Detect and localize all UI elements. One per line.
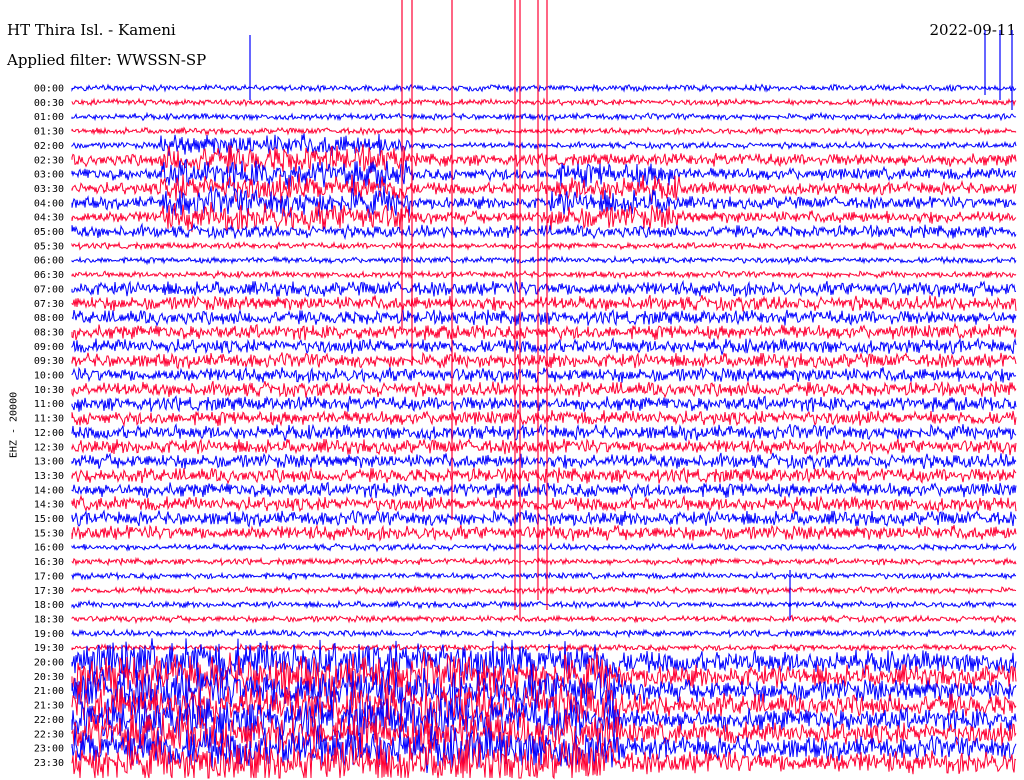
trace-line-1000 xyxy=(71,366,1017,384)
trace-line-0230 xyxy=(71,144,1017,175)
trace-line-0030 xyxy=(71,97,1017,108)
trace-line-1630 xyxy=(71,556,1017,567)
time-tick-label: 08:00 xyxy=(34,313,64,324)
time-tick-label: 13:00 xyxy=(34,457,64,468)
trace-line-0000 xyxy=(71,82,1017,93)
trace-line-1600 xyxy=(71,542,1017,553)
time-tick-label: 16:00 xyxy=(34,543,64,554)
trace-line-1500 xyxy=(71,509,1017,528)
trace-line-1100 xyxy=(71,395,1017,413)
trace-line-0530 xyxy=(71,240,1017,251)
trace-line-1800 xyxy=(71,599,1017,610)
time-tick-label: 05:00 xyxy=(34,227,64,238)
time-tick-label: 17:00 xyxy=(34,571,64,582)
time-tick-label: 09:30 xyxy=(34,356,64,367)
trace-line-2030 xyxy=(71,651,1017,701)
time-tick-label: 21:30 xyxy=(34,701,64,712)
trace-line-0600 xyxy=(71,255,1017,266)
time-tick-label: 23:00 xyxy=(34,744,64,755)
trace-line-1730 xyxy=(71,585,1017,596)
time-tick-label: 10:30 xyxy=(34,385,64,396)
trace-line-0830 xyxy=(71,322,1017,341)
time-tick-label: 09:00 xyxy=(34,342,64,353)
trace-line-0300 xyxy=(71,158,1017,191)
trace-line-2130 xyxy=(71,680,1017,730)
time-tick-label: 06:30 xyxy=(34,270,64,281)
time-tick-label: 14:00 xyxy=(34,485,64,496)
time-tick-label: 16:30 xyxy=(34,557,64,568)
time-tick-label: 20:00 xyxy=(34,658,64,669)
date-label: 2022-09-11 xyxy=(929,21,1016,39)
trace-line-0900 xyxy=(71,337,1017,355)
time-tick-label: 03:30 xyxy=(34,184,64,195)
time-tick-label: 00:00 xyxy=(34,84,64,95)
time-tick-label: 22:00 xyxy=(34,715,64,726)
time-tick-label: 15:00 xyxy=(34,514,64,525)
trace-line-1030 xyxy=(71,380,1017,399)
time-tick-label: 04:00 xyxy=(34,198,64,209)
trace-line-0200 xyxy=(71,133,1017,157)
trace-line-0500 xyxy=(71,222,1017,241)
time-tick-label: 11:30 xyxy=(34,414,64,425)
trace-line-1700 xyxy=(71,570,1017,582)
trace-line-1400 xyxy=(71,481,1017,499)
time-tick-label: 12:30 xyxy=(34,442,64,453)
time-tick-label: 23:30 xyxy=(34,758,64,769)
trace-line-1930 xyxy=(71,643,1017,653)
time-tick-label: 18:00 xyxy=(34,600,64,611)
time-tick-label: 13:30 xyxy=(34,471,64,482)
time-tick-label: 11:00 xyxy=(34,399,64,410)
trace-line-1430 xyxy=(71,494,1017,515)
trace-line-0430 xyxy=(71,201,1017,233)
trace-line-0930 xyxy=(71,351,1017,370)
time-tick-label: 02:30 xyxy=(34,155,64,166)
trace-line-0730 xyxy=(71,294,1017,312)
trace-line-1830 xyxy=(71,614,1017,625)
time-tick-label: 19:00 xyxy=(34,629,64,640)
station-title: HT Thira Isl. - Kameni xyxy=(7,21,176,39)
trace-line-0100 xyxy=(71,111,1017,122)
time-tick-label: 17:30 xyxy=(34,586,64,597)
time-tick-label: 01:30 xyxy=(34,127,64,138)
time-tick-label: 21:00 xyxy=(34,686,64,697)
time-tick-label: 19:30 xyxy=(34,643,64,654)
trace-line-2330 xyxy=(71,737,1017,780)
trace-line-1530 xyxy=(71,523,1017,542)
trace-line-2300 xyxy=(71,724,1017,774)
time-tick-label: 20:30 xyxy=(34,672,64,683)
trace-line-0800 xyxy=(71,308,1017,327)
trace-line-1130 xyxy=(71,408,1017,428)
time-tick-label: 15:30 xyxy=(34,528,64,539)
time-tick-label: 03:00 xyxy=(34,170,64,181)
time-tick-label: 18:30 xyxy=(34,614,64,625)
trace-line-1230 xyxy=(71,437,1017,456)
trace-line-0330 xyxy=(71,173,1017,204)
trace-line-1900 xyxy=(71,628,1017,639)
trace-line-1300 xyxy=(71,452,1017,470)
time-tick-label: 05:30 xyxy=(34,241,64,252)
trace-line-1330 xyxy=(71,466,1017,485)
time-tick-label: 10:00 xyxy=(34,371,64,382)
filter-label: Applied filter: WWSSN-SP xyxy=(7,51,207,69)
time-tick-label: 12:00 xyxy=(34,428,64,439)
time-tick-label: 06:00 xyxy=(34,256,64,267)
time-tick-label: 14:30 xyxy=(34,500,64,511)
trace-line-1200 xyxy=(71,423,1017,442)
time-tick-label: 04:30 xyxy=(34,213,64,224)
time-tick-label: 00:30 xyxy=(34,98,64,109)
trace-line-0400 xyxy=(71,186,1017,219)
time-tick-label: 22:30 xyxy=(34,729,64,740)
time-tick-label: 07:00 xyxy=(34,284,64,295)
time-tick-label: 07:30 xyxy=(34,299,64,310)
time-tick-label: 02:00 xyxy=(34,141,64,152)
trace-line-0630 xyxy=(71,269,1017,280)
trace-line-0700 xyxy=(71,279,1017,298)
time-tick-label: 01:00 xyxy=(34,112,64,123)
trace-line-0130 xyxy=(71,126,1017,137)
time-tick-label: 08:30 xyxy=(34,327,64,338)
